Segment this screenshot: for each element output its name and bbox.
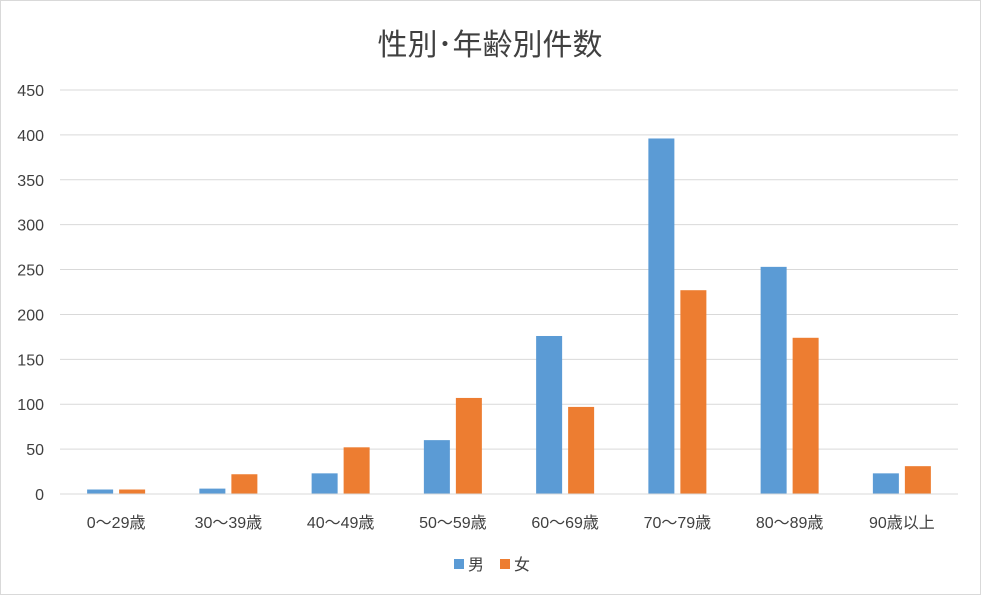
- bar-female-7: [904, 466, 931, 494]
- y-tick-label: 450: [17, 83, 44, 100]
- x-tick-label: 30～39歳: [195, 514, 263, 532]
- bar-female-1: [231, 474, 258, 494]
- x-tick-label: 80～89歳: [756, 514, 824, 532]
- bar-male-2: [311, 473, 338, 494]
- bar-female-3: [455, 397, 482, 494]
- bar-female-2: [343, 447, 370, 494]
- y-tick-label: 350: [17, 173, 44, 190]
- x-tick-label: 50～59歳: [419, 514, 487, 532]
- legend-label: 女: [514, 555, 530, 574]
- y-tick-label: 400: [17, 128, 44, 145]
- bar-female-5: [680, 290, 707, 494]
- x-tick-label: 90歳以上: [869, 514, 935, 532]
- y-tick-label: 150: [17, 352, 44, 369]
- legend-swatch: [454, 559, 464, 569]
- y-axis-ticks: 0 50 100 150 200 250 300 350 400 450: [17, 83, 44, 504]
- bar-male-4: [536, 335, 563, 494]
- bar-male-6: [760, 266, 787, 494]
- chart-title: 性別･年齢別件数: [378, 28, 603, 63]
- bar-female-4: [568, 406, 595, 494]
- bar-female-0: [119, 489, 146, 494]
- x-tick-label: 40～49歳: [307, 514, 375, 532]
- bar-male-0: [87, 489, 114, 494]
- y-tick-label: 300: [17, 218, 44, 235]
- bar-male-3: [423, 440, 450, 494]
- legend-label: 男: [468, 555, 484, 574]
- legend: 男女: [454, 555, 530, 574]
- bar-male-5: [648, 138, 675, 495]
- y-tick-label: 200: [17, 307, 44, 324]
- bar-male-7: [872, 473, 899, 494]
- y-tick-label: 50: [26, 442, 44, 459]
- bar-female-6: [792, 337, 819, 494]
- bars: [87, 138, 931, 495]
- bar-male-1: [199, 488, 226, 494]
- x-tick-label: 70～79歳: [644, 514, 712, 532]
- y-tick-label: 100: [17, 397, 44, 414]
- y-tick-label: 0: [35, 487, 44, 504]
- x-tick-label: 0～29歳: [87, 514, 146, 532]
- x-tick-label: 60～69歳: [531, 514, 599, 532]
- y-tick-label: 250: [17, 263, 44, 280]
- legend-swatch: [500, 559, 510, 569]
- gridlines: [60, 89, 958, 450]
- x-axis-ticks: 0～29歳 30～39歳 40～49歳 50～59歳 60～69歳 70～79歳 80～89…: [87, 514, 935, 532]
